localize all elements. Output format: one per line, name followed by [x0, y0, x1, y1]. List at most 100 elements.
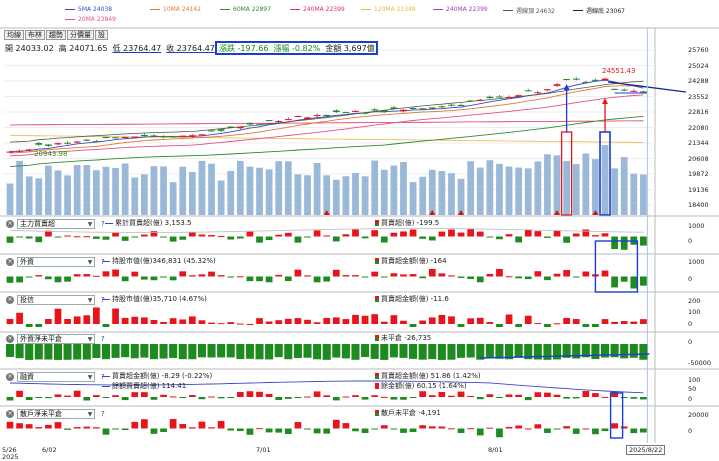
flow-bar — [640, 236, 647, 246]
indicator-select[interactable]: 投信 ▼ — [17, 295, 95, 305]
volume-bar — [304, 175, 311, 215]
panel-left-readout: 持股市值(億)35,710 (4.67%) — [102, 294, 207, 304]
flow-bar — [505, 426, 513, 429]
flow-bar — [419, 236, 427, 239]
flow-bar — [131, 271, 139, 277]
flow-bar — [553, 323, 561, 325]
volume-bar — [563, 160, 570, 215]
indicator-select[interactable]: 融資 ▼ — [17, 372, 95, 382]
indicator-select[interactable]: 散戶淨未平倉 ▼ — [17, 409, 95, 419]
volume-bar — [611, 168, 618, 215]
candle-body — [83, 139, 91, 141]
help-icon[interactable]: ? — [101, 258, 105, 266]
flow-bar — [121, 317, 129, 324]
indicator-select[interactable]: 外資淨未平倉 ▼ — [17, 334, 95, 344]
margin-bar — [121, 397, 129, 401]
flow-bar — [131, 421, 139, 429]
panel-control: × 外資淨未平倉 ▼? — [6, 334, 105, 344]
close-icon[interactable]: × — [6, 258, 14, 266]
help-icon[interactable]: ? — [101, 410, 105, 418]
open-interest-bar — [255, 344, 264, 360]
indicator-select[interactable]: 外資 ▼ — [17, 257, 95, 267]
toolbar-tab[interactable]: 設 — [95, 30, 108, 40]
margin-bar — [140, 392, 148, 397]
margin-bar — [582, 391, 590, 397]
legend-swatch — [220, 9, 230, 10]
chevron-down-icon: ▼ — [87, 296, 93, 304]
date-tick-label: 8/01 — [488, 446, 503, 454]
volume-bar — [380, 169, 388, 215]
flow-bar — [54, 236, 62, 238]
help-icon[interactable]: ? — [101, 373, 105, 381]
flow-bar — [582, 428, 590, 430]
flow-bar — [332, 269, 340, 277]
open-interest-bar — [322, 344, 331, 360]
panel-right-readout: 散戶未平倉 -4,191 — [375, 408, 441, 418]
flow-bar — [496, 428, 503, 438]
toolbar-tab[interactable]: 趨勢 — [46, 30, 66, 40]
help-icon[interactable]: ? — [101, 335, 105, 343]
flow-bar — [592, 235, 599, 237]
volume-bar — [188, 172, 196, 215]
flow-bar — [342, 423, 350, 429]
close-icon[interactable]: × — [6, 373, 14, 381]
flow-bar — [208, 235, 215, 237]
panel-right-text: 未平倉 -26,735 — [381, 334, 432, 342]
flow-bar — [409, 274, 417, 277]
open-interest-bar — [533, 344, 542, 360]
margin-bar — [390, 397, 398, 400]
open-interest-bar — [361, 344, 370, 358]
close-icon[interactable]: × — [6, 335, 14, 343]
toolbar-tab[interactable]: 布林 — [25, 30, 45, 40]
open-interest-bar — [476, 344, 485, 360]
margin-bar — [304, 396, 311, 398]
legend-item: 120MA 21348 — [361, 6, 416, 13]
candle-body — [582, 81, 590, 83]
panel-right-text: 散戶未平倉 -4,191 — [381, 409, 441, 417]
panel-right-text-2: 餘金額(億) 60.15 (1.64%) — [381, 382, 467, 390]
indicator-select[interactable]: 主力買賣超 ▼ — [17, 219, 95, 229]
legend-item: 240MA 22399 — [290, 6, 345, 13]
toolbar-tab[interactable]: 均線 — [4, 30, 24, 40]
flow-bar — [227, 276, 235, 278]
margin-bar — [457, 391, 465, 397]
open-interest-bar — [428, 344, 437, 360]
flow-bar — [332, 236, 340, 242]
volume-bar — [534, 161, 542, 215]
close-icon[interactable]: × — [6, 296, 14, 304]
open-interest-bar — [600, 344, 610, 358]
help-icon[interactable]: ? — [101, 220, 105, 228]
volume-bar — [140, 174, 148, 215]
flow-bar — [25, 424, 33, 429]
help-icon[interactable]: ? — [101, 296, 105, 304]
volume-bar — [275, 161, 283, 215]
flow-bar — [150, 428, 158, 434]
panel-right-text: 買賣超金額(億) -164 — [381, 257, 447, 265]
legend-swatch — [503, 10, 513, 11]
volume-bar — [64, 175, 71, 215]
panel-tick-label: 0 — [688, 275, 693, 283]
volume-bar — [35, 178, 43, 215]
flow-bar — [160, 322, 167, 324]
margin-bar — [630, 397, 638, 399]
candle-body — [457, 104, 465, 106]
series-swatch — [102, 260, 110, 262]
flow-bar — [246, 231, 254, 237]
close-icon[interactable]: × — [6, 410, 14, 418]
open-interest-bar — [495, 344, 504, 359]
flow-bar — [246, 276, 254, 282]
panel-tick-label: 0 — [688, 320, 693, 328]
flow-bar — [150, 231, 158, 237]
indicator-select-value: 主力買賣超 — [20, 220, 55, 228]
flow-bar — [45, 424, 52, 429]
volume-bar — [169, 182, 177, 215]
flow-bar — [83, 426, 91, 429]
toolbar-tab[interactable]: 分價量 — [67, 30, 94, 40]
volume-bar — [620, 157, 628, 215]
panel-left-text: 累計買賣超(億) 3,153.5 — [115, 219, 192, 227]
flow-bar — [524, 428, 532, 430]
open-interest-bar — [466, 344, 475, 358]
close-icon[interactable]: × — [6, 220, 14, 228]
candle-body — [361, 112, 369, 114]
flow-bar — [45, 276, 52, 280]
